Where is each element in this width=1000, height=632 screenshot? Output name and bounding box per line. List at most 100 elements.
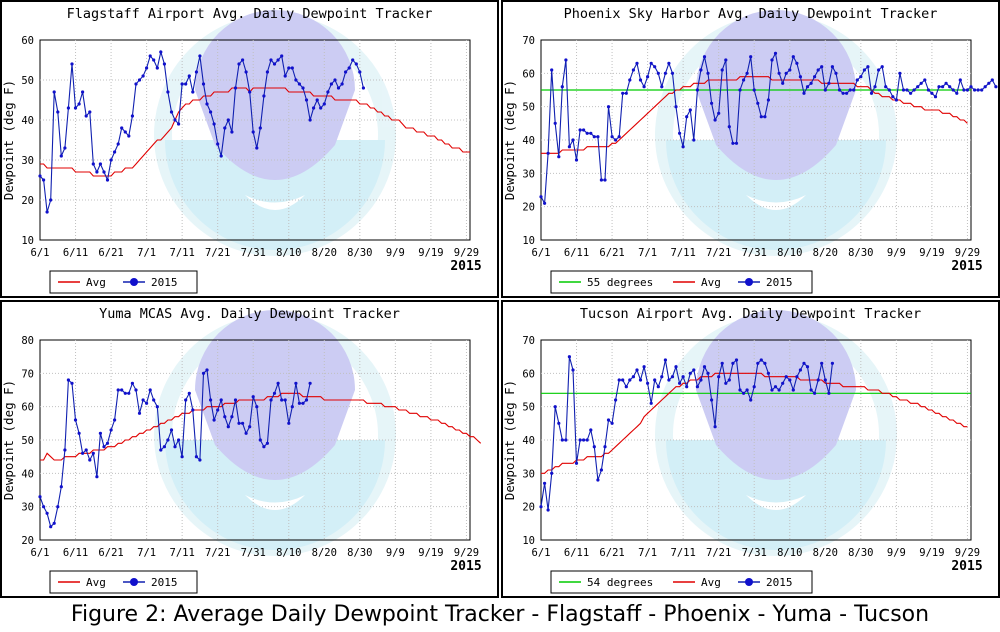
data-point	[560, 85, 564, 89]
data-point	[262, 445, 266, 449]
chart-title: Tucson Airport Avg. Daily Dewpoint Track…	[580, 306, 921, 322]
data-point	[230, 415, 234, 419]
data-point	[219, 398, 223, 402]
y-axis-label: Dewpoint (deg F)	[1, 80, 16, 200]
x-tick-label: 9/29	[955, 247, 980, 259]
data-point	[628, 378, 632, 382]
y-tick-label: 10	[522, 535, 535, 547]
data-point	[308, 118, 312, 122]
x-tick-label: 9/19	[919, 247, 944, 259]
data-point	[198, 458, 202, 462]
x-tick-label: 6/21	[98, 247, 123, 259]
data-point	[798, 368, 802, 372]
data-point	[653, 378, 657, 382]
data-point	[681, 375, 685, 379]
series-avg	[541, 372, 968, 474]
data-point	[813, 75, 817, 79]
data-point	[351, 58, 355, 62]
data-point	[759, 358, 763, 362]
x-tick-label: 8/10	[777, 247, 802, 259]
series-line	[40, 392, 482, 461]
data-point	[635, 368, 639, 372]
data-point	[859, 75, 863, 79]
data-point	[731, 141, 735, 145]
data-point	[656, 71, 660, 75]
data-point	[546, 151, 550, 155]
x-tick-label: 8/20	[312, 247, 337, 259]
y-tick-label: 70	[522, 335, 535, 347]
data-point	[603, 445, 607, 449]
data-point	[766, 98, 770, 102]
data-point	[830, 65, 834, 69]
data-point	[539, 195, 543, 199]
data-point	[802, 91, 806, 95]
data-point	[184, 398, 188, 402]
legend-label: 54 degrees	[587, 576, 653, 589]
x-tick-label: 8/10	[276, 547, 301, 559]
data-point	[152, 58, 156, 62]
data-point	[827, 391, 831, 395]
data-point	[816, 378, 820, 382]
data-point	[788, 68, 792, 72]
data-point	[205, 368, 209, 372]
x-tick-label: 6/1	[532, 247, 551, 259]
data-point	[212, 418, 216, 422]
data-point	[42, 505, 46, 509]
data-point	[773, 51, 778, 55]
data-point	[116, 142, 120, 146]
data-point	[244, 70, 248, 74]
data-point	[180, 455, 184, 459]
grid	[541, 40, 971, 240]
data-point	[198, 54, 202, 58]
data-point	[941, 85, 945, 89]
data-point	[70, 62, 74, 66]
data-point	[706, 71, 710, 75]
data-point	[816, 68, 820, 72]
data-point	[759, 115, 763, 119]
data-point	[692, 368, 696, 372]
data-point	[102, 170, 106, 174]
data-point	[287, 66, 291, 70]
data-point	[223, 126, 227, 130]
data-point	[272, 62, 277, 66]
data-point	[294, 381, 298, 385]
data-point	[73, 418, 78, 422]
data-point	[855, 78, 859, 82]
data-point	[294, 78, 298, 82]
data-point	[233, 398, 238, 402]
data-point	[63, 448, 67, 452]
data-point	[315, 98, 319, 102]
data-point	[216, 142, 220, 146]
data-point	[134, 82, 138, 86]
legend-label: Avg	[701, 576, 721, 589]
x-tick-label: 7/21	[205, 247, 230, 259]
data-point	[958, 78, 962, 82]
data-point	[880, 65, 884, 69]
data-point	[738, 88, 742, 92]
data-point	[631, 68, 635, 72]
legend-label: 2015	[151, 576, 178, 589]
data-point	[582, 438, 586, 442]
data-point	[635, 61, 639, 65]
data-point	[134, 388, 138, 392]
y-tick-label: 10	[522, 235, 535, 247]
data-point	[589, 131, 593, 135]
data-point	[756, 361, 760, 365]
legend: 55 degrees Avg 2015	[550, 270, 813, 294]
data-point	[251, 130, 255, 134]
data-point	[127, 134, 131, 138]
x-tick-label: 9/19	[418, 247, 443, 259]
x-tick-label: 6/11	[63, 247, 88, 259]
data-point	[283, 398, 287, 402]
data-point	[827, 81, 831, 85]
data-point	[614, 398, 618, 402]
data-point	[539, 505, 543, 509]
data-point	[347, 66, 351, 70]
data-point	[354, 62, 358, 66]
data-point	[226, 425, 230, 429]
y-tick-label: 40	[21, 115, 34, 127]
data-point	[248, 425, 252, 429]
data-point	[742, 78, 746, 82]
legend-marker-icon	[745, 578, 753, 586]
